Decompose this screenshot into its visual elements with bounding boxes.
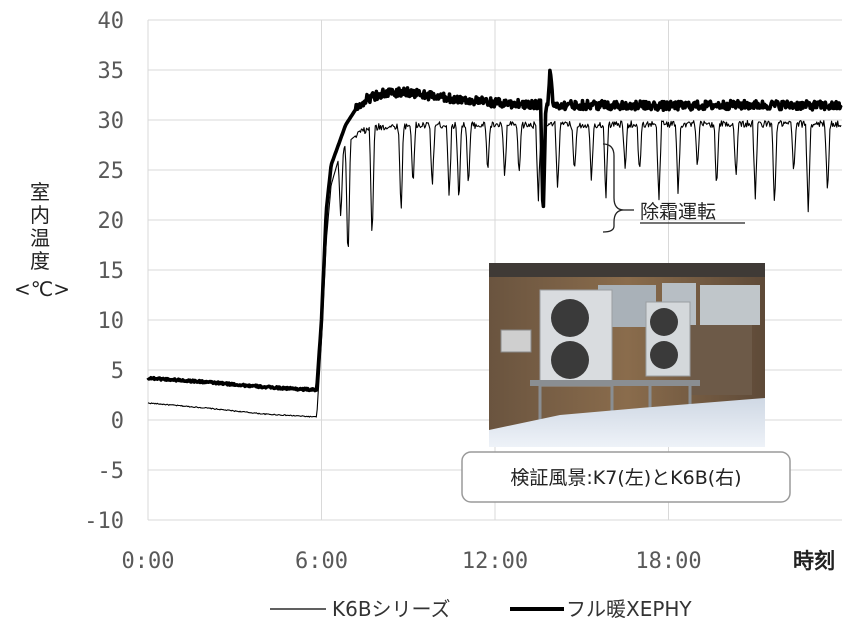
defrost-annotation: 除霜運転 xyxy=(602,143,745,233)
photo-fan-2 xyxy=(551,341,589,379)
photo-window-3 xyxy=(700,285,760,325)
photo-fan-3 xyxy=(650,308,678,336)
annotation-label: 除霜運転 xyxy=(640,201,716,223)
photo-fan-4 xyxy=(650,341,678,369)
y-tick-label: 0 xyxy=(111,409,124,434)
inset-caption-text: 検証風景:K7(左)とK6B(右) xyxy=(510,467,741,489)
y-axis-title: 室 内 温 度 <℃> xyxy=(14,180,70,301)
y-tick-label: 35 xyxy=(98,59,125,84)
y-axis-title-char-3: 温 xyxy=(30,226,50,250)
photo-fan-1 xyxy=(551,299,589,337)
x-tick-labels: 0:00 6:00 12:00 18:00 xyxy=(122,549,702,574)
x-axis-title: 時刻 xyxy=(793,549,835,573)
inset-caption: 検証風景:K7(左)とK6B(右) xyxy=(461,451,791,503)
y-tick-label: 25 xyxy=(98,159,125,184)
photo-snow xyxy=(489,398,765,447)
inset-caption-box xyxy=(461,451,791,503)
y-tick-label: -5 xyxy=(98,459,125,484)
y-tick-labels: 40 35 30 25 20 15 10 5 0 -5 -10 xyxy=(84,9,124,534)
inset-photo xyxy=(489,263,765,447)
x-tick-label: 6:00 xyxy=(295,549,348,574)
legend-label-k6b: K6Bシリーズ xyxy=(332,597,451,621)
legend: K6Bシリーズ フル暖XEPHY xyxy=(270,597,692,621)
y-axis-title-char-2: 内 xyxy=(30,203,50,227)
photo-electric-box xyxy=(500,329,532,353)
y-tick-label: -10 xyxy=(84,509,124,534)
series-line-xephy xyxy=(146,68,843,393)
y-tick-label: 5 xyxy=(111,359,124,384)
x-tick-label: 12:00 xyxy=(462,549,528,574)
y-tick-label: 30 xyxy=(98,109,125,134)
y-axis-title-unit: <℃> xyxy=(14,277,70,301)
x-tick-label: 18:00 xyxy=(635,549,701,574)
photo-wall-panel xyxy=(690,325,752,395)
legend-label-xephy: フル暖XEPHY xyxy=(566,597,692,621)
y-tick-label: 20 xyxy=(98,209,125,234)
photo-roof xyxy=(489,263,765,277)
y-tick-label: 15 xyxy=(98,259,125,284)
y-axis-title-char-4: 度 xyxy=(30,249,50,273)
series-layer xyxy=(146,68,843,418)
y-tick-label: 10 xyxy=(98,309,125,334)
y-axis-title-char-1: 室 xyxy=(30,180,50,204)
series-line-k6b xyxy=(147,119,842,418)
y-tick-label: 40 xyxy=(98,9,125,34)
x-tick-label: 0:00 xyxy=(122,549,175,574)
photo-stand xyxy=(530,380,700,386)
